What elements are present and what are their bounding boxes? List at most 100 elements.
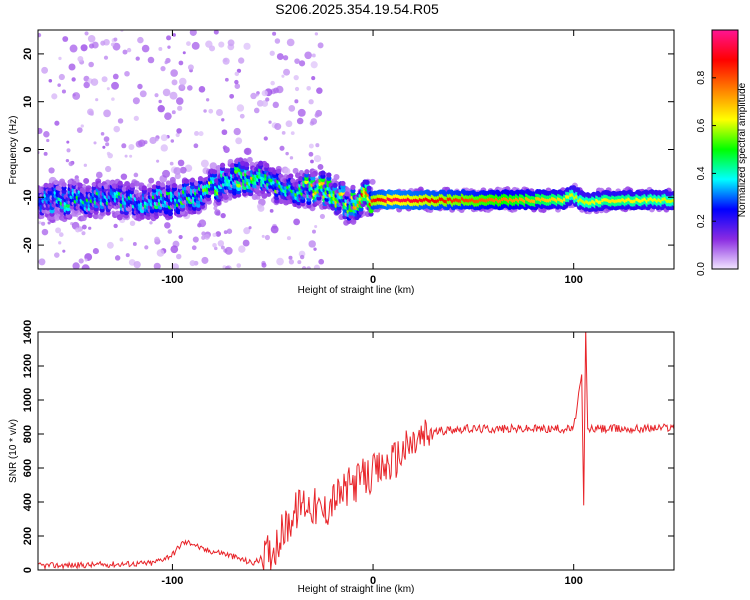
spectrogram-noise-cell	[261, 100, 269, 107]
spectrogram-noise-cell	[285, 151, 289, 156]
spectrogram-ridge-cell	[344, 191, 350, 197]
spectrogram-noise-cell	[135, 56, 140, 61]
spectrogram-noise-cell	[308, 99, 314, 105]
spectrogram-noise-cell	[72, 92, 81, 100]
spectrogram-ridge-cell	[38, 187, 43, 194]
spectrogram-noise-cell	[122, 49, 128, 55]
spectrogram-noise-cell	[286, 38, 295, 47]
spectrogram-noise-cell	[193, 143, 199, 149]
spectrogram-noise-cell	[306, 266, 311, 269]
spectrogram-noise-cell	[243, 42, 251, 50]
spectrogram-noise-cell	[261, 234, 265, 238]
spectrogram-noise-cell	[214, 246, 218, 251]
spectrogram-noise-cell	[68, 63, 76, 71]
spectrogram-noise-cell	[213, 206, 218, 211]
spectrogram-noise-cell	[92, 248, 99, 255]
spectrogram-noise-cell	[156, 159, 160, 163]
spectrogram-noise-cell	[164, 112, 172, 120]
spectrogram-noise-cell	[101, 76, 108, 83]
spectrogram-noise-cell	[218, 41, 225, 48]
spectrogram-noise-cell	[88, 110, 94, 116]
spectrogram-noise-cell	[158, 99, 162, 104]
spectrogram-noise-cell	[297, 108, 306, 117]
snr-ytick-label: 600	[22, 459, 34, 477]
spectrogram-ylabel: Frequency (Hz)	[8, 116, 19, 185]
spectrogram-noise-cell	[154, 236, 160, 243]
spectrogram-noise-cell	[69, 44, 78, 53]
spectrogram-noise-cell	[58, 56, 62, 61]
spectrogram-ridge-cell	[151, 184, 157, 190]
spectrogram-noise-cell	[41, 228, 49, 236]
spectrogram-noise-cell	[283, 68, 291, 76]
spectrogram-halo-cell	[350, 218, 357, 225]
spectrogram-noise-cell	[234, 71, 240, 77]
spectrogram-noise-cell	[164, 60, 168, 65]
spectrogram-noise-cell	[112, 42, 121, 51]
spectrogram-noise-cell	[294, 86, 300, 92]
spectrogram-noise-cell	[170, 139, 175, 143]
spectrogram-noise-cell	[242, 239, 250, 247]
spectrogram-noise-cell	[269, 50, 275, 56]
spectrogram-noise-cell	[72, 262, 80, 269]
spectrogram-noise-cell	[236, 104, 245, 112]
spectrogram-ridge-cell	[121, 186, 127, 192]
spectrogram-noise-cell	[169, 161, 174, 166]
spectrogram-noise-cell	[177, 159, 185, 167]
spectrogram-noise-cell	[311, 53, 316, 58]
spectrogram-noise-cell	[224, 77, 229, 82]
snr-series-line	[38, 332, 674, 570]
spectrogram-ridge-cell	[197, 176, 204, 182]
spectrogram-noise-cell	[198, 86, 206, 93]
spectrogram-noise-cell	[269, 208, 274, 213]
spectrogram-noise-cell	[43, 151, 48, 156]
spectrogram-noise-cell	[253, 107, 260, 114]
spectrogram-noise-cell	[281, 130, 286, 135]
spectrogram-noise-cell	[88, 43, 95, 49]
spectrogram-noise-cell	[293, 74, 299, 81]
spectrogram-noise-cell	[103, 136, 110, 142]
spectrogram-noise-cell	[191, 41, 200, 50]
spectrogram-noise-cell	[48, 79, 53, 83]
spectrogram-noise-cell	[76, 127, 83, 133]
snr-ylabel: SNR (10 * v/v)	[8, 419, 19, 483]
spectrogram-noise-cell	[110, 42, 115, 47]
spectrogram-noise-cell	[58, 73, 65, 81]
spectrogram-noise-cell	[200, 159, 209, 168]
spectrogram-noise-cell	[226, 228, 233, 234]
spectrogram-ytick-label: 20	[22, 48, 34, 60]
spectrogram-noise-cell	[162, 88, 171, 97]
spectrogram-noise-cell	[173, 167, 182, 175]
spectrogram-noise-cell	[41, 221, 46, 226]
spectrogram-noise-cell	[270, 225, 279, 234]
spectrogram-noise-cell	[167, 229, 173, 234]
spectrogram-noise-cell	[172, 33, 176, 37]
spectrogram-noise-cell	[311, 76, 316, 81]
spectrogram-ridge-cell	[332, 182, 338, 188]
snr-ytick-label: 800	[22, 425, 34, 443]
spectrogram-noise-cell	[201, 235, 206, 240]
spectrogram-noise-cell	[147, 56, 155, 64]
spectrogram-ridge-cell	[364, 179, 370, 185]
spectrogram-noise-cell	[129, 154, 133, 158]
spectrogram-noise-cell	[169, 91, 178, 100]
spectrogram-noise-cell	[319, 213, 326, 219]
spectrogram-noise-cell	[167, 45, 171, 49]
spectrogram-noise-cell	[54, 120, 60, 126]
spectrogram-noise-cell	[160, 144, 168, 152]
spectrogram-ridge-cell	[85, 187, 91, 193]
spectrogram-ridge-cell	[211, 169, 218, 175]
spectrogram-ridge-cell	[258, 160, 264, 166]
spectrogram-noise-cell	[171, 110, 176, 115]
spectrogram-noise-cell	[38, 127, 43, 135]
spectrogram-noise-cell	[264, 234, 271, 241]
spectrogram-noise-cell	[243, 227, 251, 235]
spectrogram-ridge-cell	[234, 158, 240, 164]
spectrogram-noise-cell	[308, 240, 316, 248]
figure-title: S206.2025.354.19.54.R05	[275, 1, 439, 17]
spectrogram-noise-cell	[318, 258, 325, 265]
spectrogram-ridge-cell	[129, 182, 135, 188]
spectrogram-noise-cell	[170, 245, 179, 254]
spectrogram-noise-cell	[55, 227, 62, 234]
spectrogram-noise-cell	[175, 132, 180, 138]
spectrogram-ridge-cell	[141, 185, 147, 191]
